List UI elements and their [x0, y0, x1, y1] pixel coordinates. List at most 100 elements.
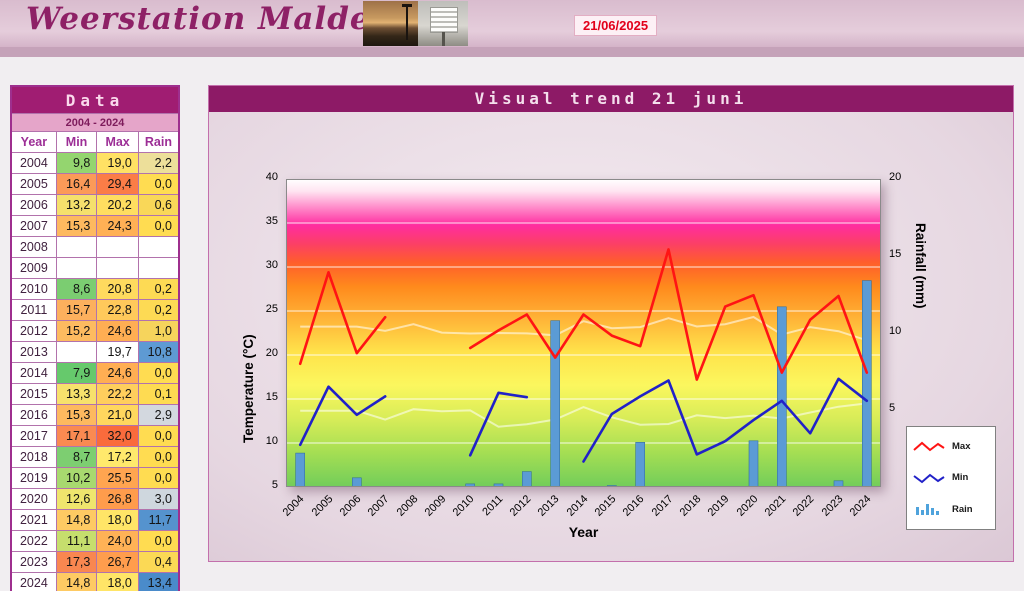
min-cell: 14,8 [55, 572, 98, 591]
rain-bar [861, 280, 872, 487]
rain-bar [352, 477, 362, 487]
year-cell: 2006 [10, 194, 57, 216]
shelter-pole-icon [442, 32, 445, 46]
left-axis-tick: 20 [265, 347, 278, 359]
min-cell: 12,6 [55, 488, 98, 510]
rain-cell: 0,0 [137, 446, 180, 468]
left-axis-tick: 10 [265, 435, 278, 447]
max-cell: 25,5 [96, 467, 139, 489]
left-axis-tick: 25 [265, 303, 278, 315]
left-axis-title: Temperature (°C) [241, 334, 256, 443]
min-cell: 10,2 [55, 467, 98, 489]
max-cell: 24,0 [96, 530, 139, 552]
legend-label-rain: Rain [952, 503, 973, 515]
table-subtitle: 2004 - 2024 [10, 113, 180, 132]
min-line [298, 377, 869, 463]
plot-canvas [286, 179, 881, 487]
max-cell [96, 236, 139, 258]
header-stripe [0, 47, 1024, 57]
year-cell: 2009 [10, 257, 57, 279]
year-cell: 2017 [10, 425, 57, 447]
min-cell [55, 257, 98, 279]
rain-cell: 0,0 [137, 362, 180, 384]
year-cell: 2021 [10, 509, 57, 531]
max-cell: 32,0 [96, 425, 139, 447]
table-row: 2024 14,8 18,0 13,4 [10, 572, 180, 591]
rain-cell: 0,2 [137, 278, 180, 300]
table-row: 2008 [10, 236, 180, 258]
rain-cell: 0,0 [137, 215, 180, 237]
rain-cell: 3,0 [137, 488, 180, 510]
max-cell: 24,3 [96, 215, 139, 237]
left-axis-tick: 15 [265, 391, 278, 403]
table-row: 2012 15,2 24,6 1,0 [10, 320, 180, 342]
col-header-rain: Rain [137, 131, 180, 153]
max-cell: 22,2 [96, 383, 139, 405]
year-cell: 2007 [10, 215, 57, 237]
rain-bar [776, 306, 787, 487]
table-row: 2011 15,7 22,8 0,2 [10, 299, 180, 321]
rain-bar [748, 440, 759, 487]
rain-bars-icon [916, 504, 939, 516]
plot-border [286, 179, 881, 487]
min-cell: 15,3 [55, 215, 98, 237]
legend-label-min: Min [952, 472, 969, 484]
max-line [298, 248, 869, 381]
max-cell: 19,7 [96, 341, 139, 363]
min-cell: 8,7 [55, 446, 98, 468]
left-axis-tick: 35 [265, 215, 278, 227]
max-cell: 20,2 [96, 194, 139, 216]
rain-cell: 11,7 [137, 509, 180, 531]
right-axis-tick: 5 [889, 402, 896, 414]
table-row: 2016 15,3 21,0 2,9 [10, 404, 180, 426]
site-header: Weerstation Malderen 21/06/2025 [0, 0, 1024, 57]
max-cell: 20,8 [96, 278, 139, 300]
rain-cell [137, 257, 180, 279]
rain-cell: 0,6 [137, 194, 180, 216]
col-header-max: Max [96, 131, 139, 153]
trend-line [300, 315, 868, 342]
legend-item-max: Max [913, 439, 989, 455]
table-row: 2004 9,8 19,0 2,2 [10, 152, 180, 174]
legend-item-min: Min [913, 470, 989, 486]
max-cell: 24,6 [96, 320, 139, 342]
year-cell: 2022 [10, 530, 57, 552]
left-axis-tick: 5 [271, 479, 278, 491]
max-cell: 18,0 [96, 572, 139, 591]
sunset-photo [363, 1, 418, 46]
max-cell: 21,0 [96, 404, 139, 426]
rain-cell: 0,0 [137, 425, 180, 447]
rain-bar [522, 471, 532, 487]
max-cell [96, 257, 139, 279]
data-table-body: 2004 9,8 19,0 2,2 2005 16,4 29,4 0,0 2006 13,2 20,… [10, 152, 180, 591]
table-row: 2023 17,3 26,7 0,4 [10, 551, 180, 573]
data-table: Data 2004 - 2024 Year Min Max Rain 2004 9… [10, 85, 180, 591]
year-cell: 2014 [10, 362, 57, 384]
table-header-row: Year Min Max Rain [10, 131, 180, 153]
year-cell: 2012 [10, 320, 57, 342]
lamp-post-icon [406, 5, 408, 40]
rain-cell: 13,4 [137, 572, 180, 591]
table-row: 2015 13,3 22,2 0,1 [10, 383, 180, 405]
legend-item-rain: Rain [913, 501, 989, 517]
chart-panel: Visual trend 21 juni [208, 85, 1014, 562]
year-cell: 2015 [10, 383, 57, 405]
right-axis-tick: 20 [889, 171, 902, 183]
trend-line [300, 402, 867, 428]
min-cell [55, 341, 98, 363]
rain-cell: 0,4 [137, 551, 180, 573]
max-cell: 24,6 [96, 362, 139, 384]
legend-label-max: Max [952, 441, 971, 453]
min-cell: 13,2 [55, 194, 98, 216]
rain-cell: 0,2 [137, 299, 180, 321]
left-axis-tick: 40 [265, 171, 278, 183]
table-row: 2020 12,6 26,8 3,0 [10, 488, 180, 510]
year-cell: 2008 [10, 236, 57, 258]
rain-cell: 0,0 [137, 173, 180, 195]
date-badge: 21/06/2025 [574, 15, 658, 36]
year-cell: 2024 [10, 572, 57, 591]
max-line-icon [913, 441, 945, 451]
instrument-shelter-photo [418, 1, 468, 46]
max-cell: 18,0 [96, 509, 139, 531]
